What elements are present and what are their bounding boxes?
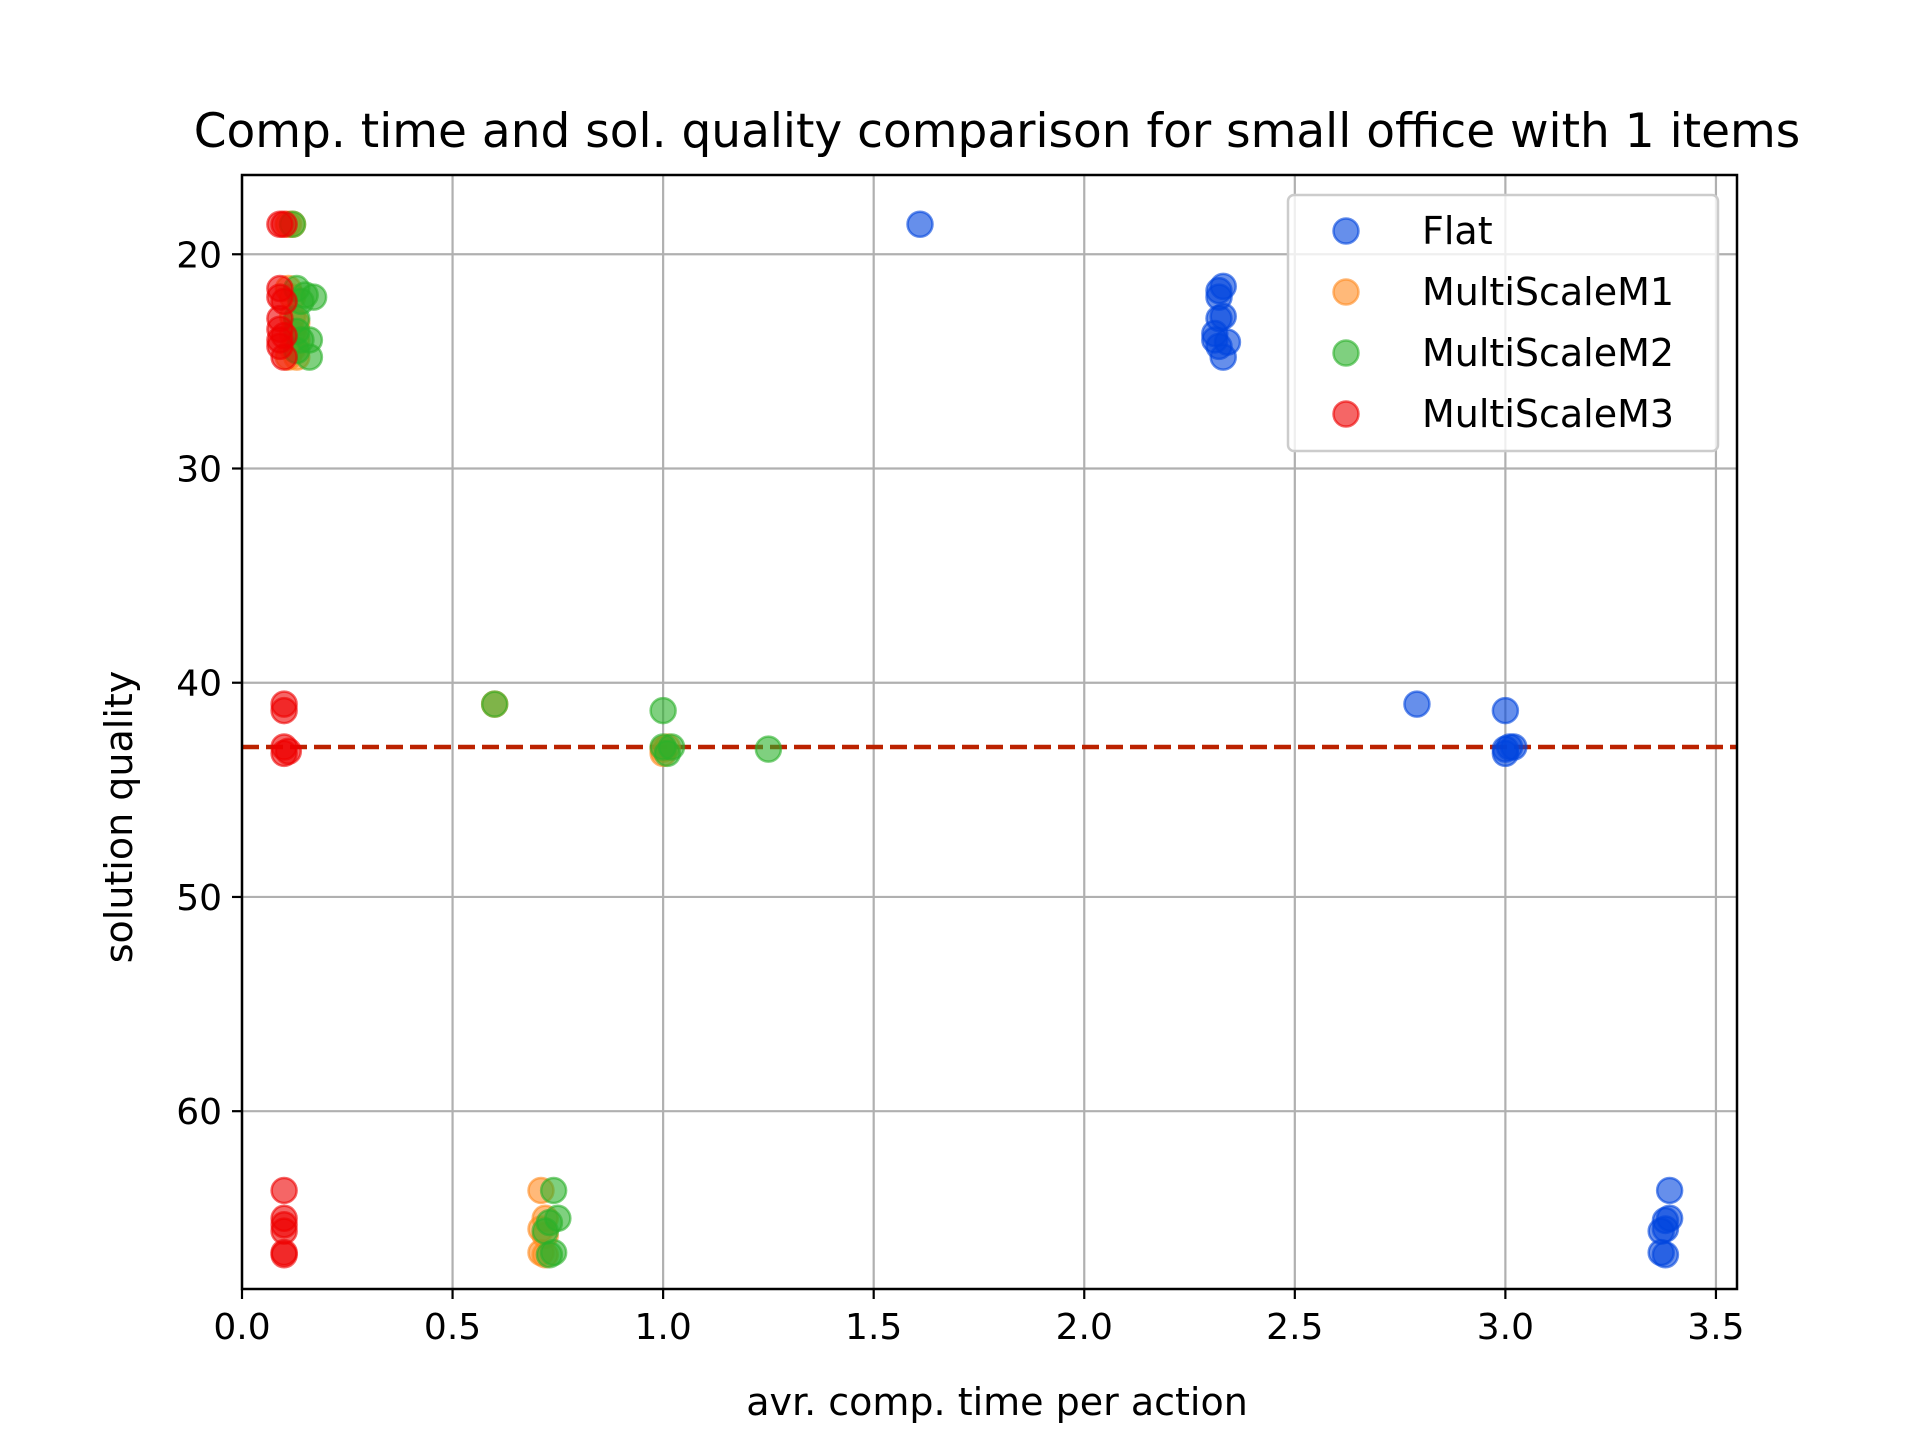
x-tick-label: 0.0: [213, 1307, 270, 1348]
data-point: [274, 737, 303, 766]
x-tick-label: 2.0: [1056, 1307, 1113, 1348]
legend-marker: [1332, 339, 1360, 367]
x-axis-label: avr. comp. time per action: [746, 1380, 1248, 1424]
data-point: [480, 690, 509, 718]
axes: [232, 173, 1739, 1299]
data-point: [906, 210, 934, 239]
data-point: [270, 696, 298, 725]
data-point: [1403, 690, 1431, 718]
legend-label: MultiScaleM3: [1422, 392, 1674, 436]
plot-frame: [240, 173, 1739, 1291]
y-tick-label: 60: [176, 1092, 222, 1133]
legend-marker: [1332, 400, 1360, 428]
x-tick-label: 0.5: [424, 1307, 481, 1348]
legend-label: Flat: [1422, 209, 1493, 253]
legend-label: MultiScaleM2: [1422, 331, 1674, 375]
data-point: [1209, 343, 1237, 371]
legend-box: [1286, 193, 1720, 453]
data-point: [539, 1176, 568, 1205]
data-point: [295, 343, 324, 371]
x-tick-label: 2.5: [1266, 1307, 1323, 1348]
data-point: [270, 210, 298, 239]
data-point: [270, 1176, 298, 1205]
data-point: [270, 343, 298, 371]
y-tick-label: 40: [176, 664, 222, 705]
data-point: [1655, 1176, 1684, 1205]
data-points: [266, 210, 1684, 1269]
legend-marker: [1332, 217, 1360, 245]
data-point: [539, 1238, 568, 1267]
data-point: [754, 735, 783, 763]
x-tick-label: 1.0: [634, 1307, 691, 1348]
legend-label: MultiScaleM1: [1422, 270, 1674, 314]
data-point: [1500, 733, 1528, 761]
legend-marker: [1332, 278, 1360, 306]
y-tick-label: 20: [176, 235, 222, 276]
chart-title: Comp. time and sol. quality comparison f…: [194, 104, 1801, 159]
data-point: [270, 1240, 298, 1269]
tick-labels: 0.0 0.5 1.0 1.5 2.0 2.5 3.0 3.5 20 30 40 50 60: [176, 235, 1744, 1348]
legend: Flat MultiScaleM1 MultiScaleM2 MultiScaleM3: [1286, 193, 1720, 453]
x-tick-label: 3.0: [1477, 1307, 1534, 1348]
y-axis-label: solution quality: [97, 671, 141, 964]
data-point: [649, 696, 677, 725]
data-point: [1491, 696, 1520, 725]
data-point: [657, 733, 686, 761]
y-tick-label: 30: [176, 449, 222, 490]
x-tick-label: 3.5: [1687, 1307, 1744, 1348]
y-tick-label: 50: [176, 878, 222, 919]
x-tick-label: 1.5: [845, 1307, 902, 1348]
data-point: [1647, 1238, 1675, 1267]
